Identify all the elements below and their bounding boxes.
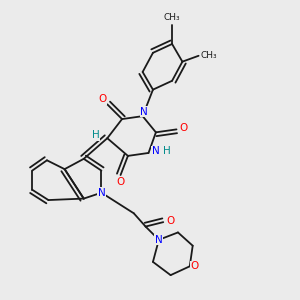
Text: H: H	[163, 146, 171, 157]
Text: O: O	[98, 94, 106, 104]
Text: O: O	[116, 177, 125, 188]
Text: O: O	[180, 123, 188, 133]
Text: N: N	[98, 188, 105, 198]
Text: H: H	[92, 130, 99, 140]
Text: N: N	[152, 146, 160, 157]
Text: O: O	[190, 261, 198, 271]
Text: N: N	[140, 107, 148, 117]
Text: O: O	[167, 216, 175, 226]
Text: CH₃: CH₃	[164, 13, 180, 22]
Text: N: N	[155, 235, 163, 245]
Text: CH₃: CH₃	[201, 51, 217, 60]
